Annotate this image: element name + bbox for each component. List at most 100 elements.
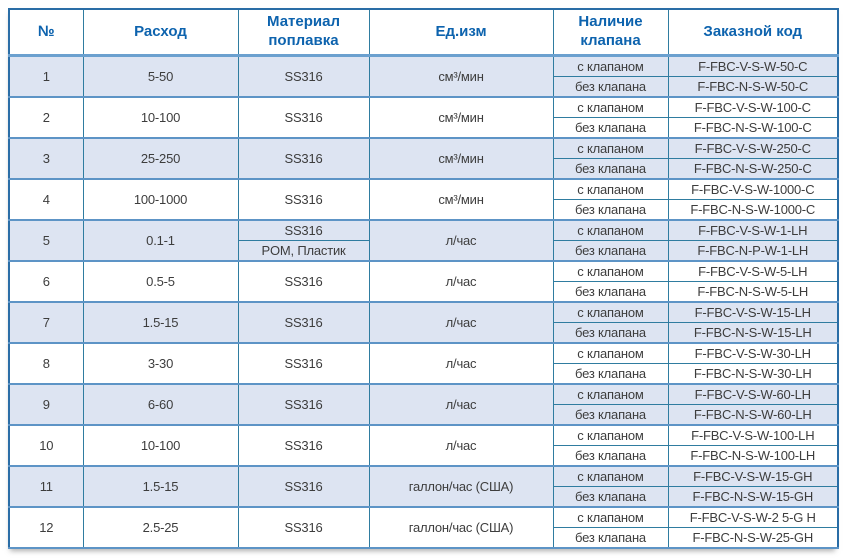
order-code-with: F-FBC-V-S-W-100-C <box>667 96 839 118</box>
unit: л/час <box>368 219 554 262</box>
row-num: 6 <box>8 260 84 303</box>
float-material: SS316 <box>237 96 370 139</box>
unit: см³/мин <box>368 137 554 180</box>
unit: л/час <box>368 260 554 303</box>
valve-option-without: без клапана <box>552 322 669 344</box>
table-row: 12 2.5-25 SS316 галлон/час (США) с клапаном F… <box>8 506 839 549</box>
table-row: без клапана F-FBC-N-S-W-50-C <box>9 76 839 98</box>
col-header-code: Заказной код <box>667 8 839 57</box>
order-code-without: F-FBC-N-S-W-25-GH <box>667 527 839 549</box>
order-code-with: F-FBC-V-S-W-30-LH <box>667 342 839 364</box>
table-row: 1 5-50 SS316 см³/мин с клапаном F-FBC-V-S-W-5… <box>8 55 839 98</box>
row-num: 11 <box>8 465 84 508</box>
valve-option-without: без клапана <box>552 363 669 385</box>
flow-range: 1.5-15 <box>82 301 239 344</box>
float-material: SS316 <box>237 219 370 241</box>
order-code-with: F-FBC-V-S-W-15-LH <box>667 301 839 323</box>
valve-option-with: с клапаном <box>552 301 669 323</box>
table-row: 11 1.5-15 SS316 галлон/час (США) с клапаном F… <box>8 465 839 508</box>
row-num: 4 <box>8 178 84 221</box>
valve-option-without: без клапана <box>552 404 669 426</box>
unit: л/час <box>368 424 554 467</box>
valve-option-with: с клапаном <box>552 260 669 282</box>
col-header-num: № <box>8 8 84 57</box>
order-code-with: F-FBC-V-S-W-100-LH <box>667 424 839 446</box>
float-material: SS316 <box>237 342 370 385</box>
table-row: 6 0.5-5 SS316 л/час с клапаном F-FBC-V-S-W-5-… <box>8 260 839 303</box>
float-material: SS316 <box>237 465 370 508</box>
flow-range: 3-30 <box>82 342 239 385</box>
unit: л/час <box>368 383 554 426</box>
float-material: SS316 <box>237 383 370 426</box>
valve-option-without: без клапана <box>552 486 669 508</box>
table-row: без клапана F-FBC-N-S-W-100-C <box>9 117 839 139</box>
valve-option-with: с клапаном <box>552 342 669 364</box>
order-code-without: F-FBC-N-S-W-15-LH <box>667 322 839 344</box>
order-code-without: F-FBC-N-S-W-100-C <box>667 117 839 139</box>
float-material: SS316 <box>237 260 370 303</box>
valve-option-with: с клапаном <box>552 219 669 241</box>
table-row: без клапана F-FBC-N-S-W-100-LH <box>9 445 839 467</box>
table-row: 7 1.5-15 SS316 л/час с клапаном F-FBC-V-S-W-1… <box>8 301 839 344</box>
row-num: 2 <box>8 96 84 139</box>
valve-option-with: с клапаном <box>552 465 669 487</box>
flow-range: 10-100 <box>82 96 239 139</box>
unit: галлон/час (США) <box>368 506 554 549</box>
row-num: 10 <box>8 424 84 467</box>
flow-range: 6-60 <box>82 383 239 426</box>
row-num: 5 <box>8 219 84 262</box>
valve-option-with: с клапаном <box>552 506 669 528</box>
table-row: 9 6-60 SS316 л/час с клапаном F-FBC-V-S-W-60-… <box>8 383 839 426</box>
float-material: SS316 <box>237 178 370 221</box>
order-code-with: F-FBC-V-S-W-250-C <box>667 137 839 159</box>
order-code-with: F-FBC-V-S-W-60-LH <box>667 383 839 405</box>
order-code-with: F-FBC-V-S-W-5-LH <box>667 260 839 282</box>
valve-option-without: без клапана <box>552 117 669 139</box>
unit: л/час <box>368 342 554 385</box>
valve-option-without: без клапана <box>552 76 669 98</box>
table-row: без клапана F-FBC-N-S-W-30-LH <box>9 363 839 385</box>
table-row: без клапана F-FBC-N-S-W-1000-C <box>9 199 839 221</box>
row-num: 7 <box>8 301 84 344</box>
flow-range: 25-250 <box>82 137 239 180</box>
table-row: без клапана F-FBC-N-S-W-5-LH <box>9 281 839 303</box>
flow-range: 2.5-25 <box>82 506 239 549</box>
row-num: 1 <box>8 55 84 98</box>
table-row: 3 25-250 SS316 см³/мин с клапаном F-FBC-V-S-W… <box>8 137 839 180</box>
float-material: POM, Пластик <box>237 240 370 262</box>
header-row: № Расход Материал поплавка Ед.изм Наличи… <box>8 8 839 57</box>
row-num: 9 <box>8 383 84 426</box>
flow-range: 0.5-5 <box>82 260 239 303</box>
row-num: 8 <box>8 342 84 385</box>
valve-option-with: с клапаном <box>552 137 669 159</box>
order-code-with: F-FBC-V-S-W-2 5-G H <box>667 506 839 528</box>
order-code-without: F-FBC-N-S-W-50-C <box>667 76 839 98</box>
row-num: 12 <box>8 506 84 549</box>
flow-range: 10-100 <box>82 424 239 467</box>
float-material: SS316 <box>237 506 370 549</box>
table-row: без клапана F-FBC-N-S-W-60-LH <box>9 404 839 426</box>
rotameter-order-table-wrap: № Расход Материал поплавка Ед.изм Наличи… <box>8 8 839 549</box>
order-code-without: F-FBC-N-S-W-5-LH <box>667 281 839 303</box>
valve-option-without: без клапана <box>552 158 669 180</box>
valve-option-without: без клапана <box>552 527 669 549</box>
table-row: без клапана F-FBC-N-S-W-15-LH <box>9 322 839 344</box>
valve-option-without: без клапана <box>552 445 669 467</box>
order-code-without: F-FBC-N-S-W-60-LH <box>667 404 839 426</box>
order-code-without: F-FBC-N-S-W-250-C <box>667 158 839 180</box>
unit: галлон/час (США) <box>368 465 554 508</box>
valve-option-with: с клапаном <box>552 424 669 446</box>
order-code-with: F-FBC-V-S-W-1-LH <box>667 219 839 241</box>
flow-range: 5-50 <box>82 55 239 98</box>
order-code-with: F-FBC-V-S-W-1000-C <box>667 178 839 200</box>
table-row: 10 10-100 SS316 л/час с клапаном F-FBC-V-S-W-… <box>8 424 839 467</box>
order-code-with: F-FBC-V-S-W-15-GH <box>667 465 839 487</box>
order-code-without: F-FBC-N-S-W-30-LH <box>667 363 839 385</box>
table-row: 2 10-100 SS316 см³/мин с клапаном F-FBC-V-S-W… <box>8 96 839 139</box>
unit: см³/мин <box>368 96 554 139</box>
float-material: SS316 <box>237 55 370 98</box>
valve-option-without: без клапана <box>552 281 669 303</box>
table-row: POM, Пластик без клапана F-FBC-N-P-W-1-LH <box>9 240 839 262</box>
table-row: 8 3-30 SS316 л/час с клапаном F-FBC-V-S-W-30-… <box>8 342 839 385</box>
